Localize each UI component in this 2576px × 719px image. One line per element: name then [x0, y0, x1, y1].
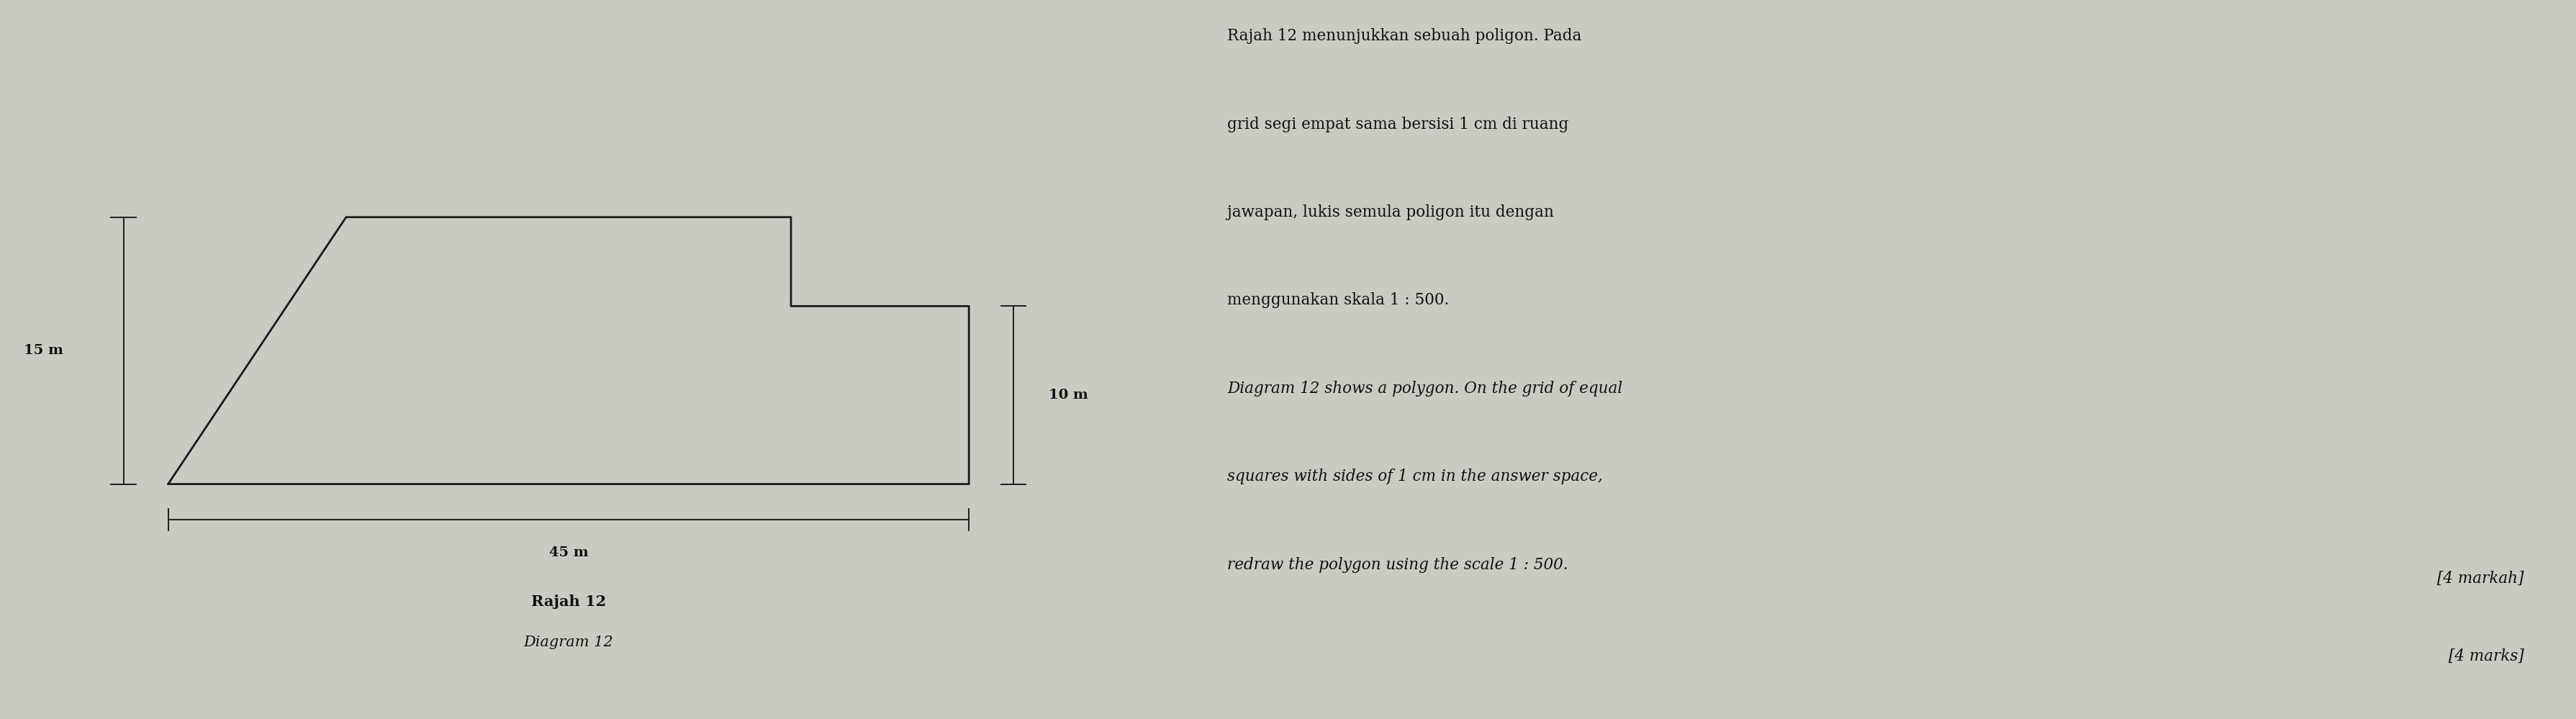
Text: 10 m: 10 m — [1048, 388, 1087, 402]
Text: grid segi empat sama bersisi 1 cm di ruang: grid segi empat sama bersisi 1 cm di rua… — [1226, 116, 1569, 132]
Text: Diagram 12 shows a polygon. On the grid of equal: Diagram 12 shows a polygon. On the grid … — [1226, 380, 1623, 396]
Text: Rajah 12: Rajah 12 — [531, 595, 605, 609]
Text: squares with sides of 1 cm in the answer space,: squares with sides of 1 cm in the answer… — [1226, 469, 1602, 485]
Text: 45 m: 45 m — [549, 546, 587, 559]
Text: [4 marks]: [4 marks] — [2447, 649, 2524, 664]
Text: 15 m: 15 m — [23, 344, 64, 357]
Text: redraw the polygon using the scale 1 : 500.: redraw the polygon using the scale 1 : 5… — [1226, 557, 1569, 572]
Text: Diagram 12: Diagram 12 — [523, 636, 613, 649]
Text: jawapan, lukis semula poligon itu dengan: jawapan, lukis semula poligon itu dengan — [1226, 204, 1553, 220]
Text: menggunakan skala 1 : 500.: menggunakan skala 1 : 500. — [1226, 293, 1448, 308]
Text: Rajah 12 menunjukkan sebuah poligon. Pada: Rajah 12 menunjukkan sebuah poligon. Pad… — [1226, 28, 1582, 44]
Text: [4 markah]: [4 markah] — [2437, 571, 2524, 587]
